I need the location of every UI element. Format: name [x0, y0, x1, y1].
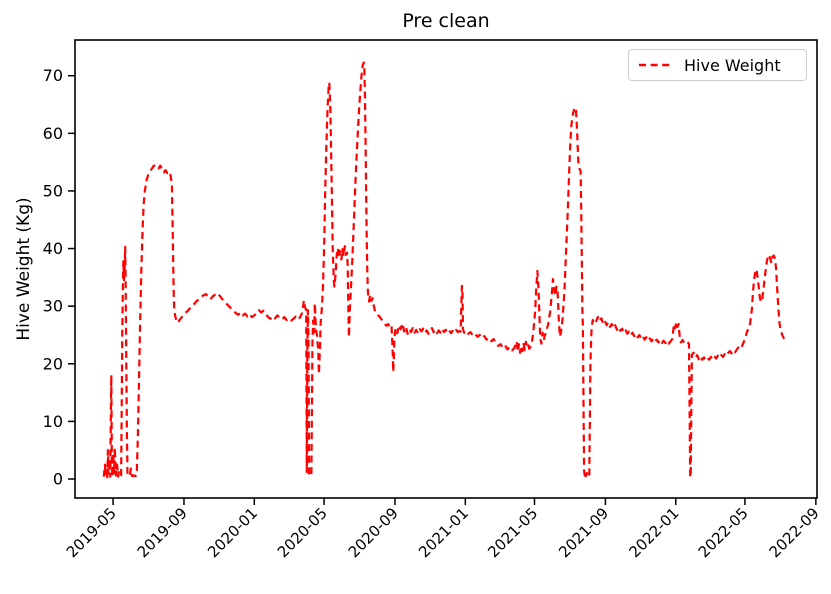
y-tick-label: 40 — [43, 239, 63, 258]
legend: Hive Weight — [628, 49, 807, 81]
legend-dashed-line-sample — [639, 63, 673, 67]
y-tick-label: 0 — [53, 469, 63, 488]
x-tick-label: 2021-01 — [415, 504, 472, 561]
x-tick-label: 2022-09 — [766, 504, 823, 561]
chart-title: Pre clean — [402, 10, 490, 32]
x-tick-label: 2020-09 — [345, 504, 402, 561]
y-tick-label: 30 — [43, 297, 63, 316]
x-tick-label: 2022-01 — [626, 504, 683, 561]
x-tick-label: 2022-05 — [695, 504, 752, 561]
hive-weight-line — [102, 61, 788, 479]
y-tick-label: 20 — [43, 354, 63, 373]
y-tick-label: 50 — [43, 181, 63, 200]
x-tick-label: 2021-05 — [484, 504, 541, 561]
y-tick-label: 60 — [43, 124, 63, 143]
y-tick-label: 70 — [43, 66, 63, 85]
x-tick-label: 2020-01 — [204, 504, 261, 561]
x-tick-label: 2019-05 — [63, 504, 120, 561]
x-tick-label: 2020-05 — [274, 504, 331, 561]
x-tick-label: 2019-09 — [134, 504, 191, 561]
y-tick-label: 10 — [43, 412, 63, 431]
x-tick-label: 2021-09 — [555, 504, 612, 561]
axes-spines — [74, 39, 818, 499]
legend-label: Hive Weight — [684, 55, 781, 75]
